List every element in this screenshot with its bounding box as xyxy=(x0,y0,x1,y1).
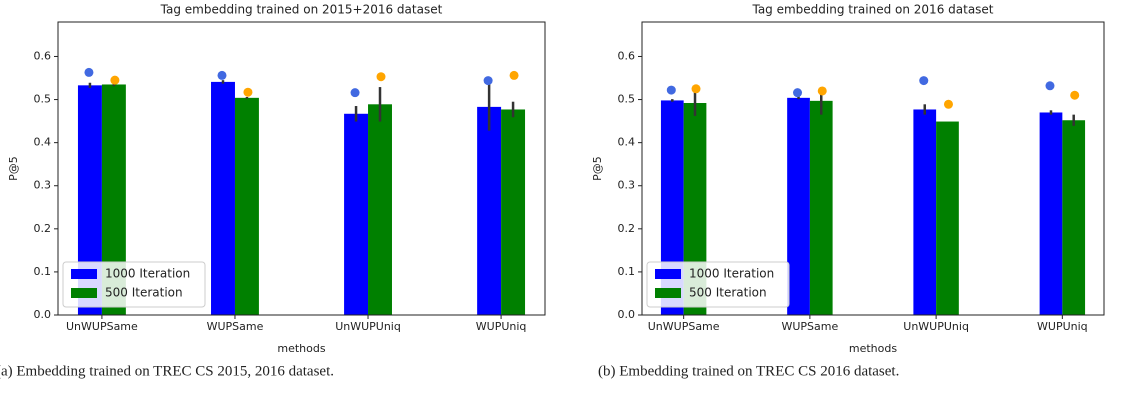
legend-label: 1000 Iteration xyxy=(689,267,774,281)
y-tick-label: 0.3 xyxy=(618,179,636,192)
bar xyxy=(77,85,102,315)
legend-swatch xyxy=(655,288,681,298)
legend-label: 1000 Iteration xyxy=(105,267,190,281)
y-tick-label: 0.3 xyxy=(34,179,52,192)
point xyxy=(110,75,120,85)
y-tick-label: 0.4 xyxy=(34,136,52,149)
y-axis-label: P@5 xyxy=(591,156,604,181)
bar xyxy=(1062,120,1086,315)
caption: (b) Embedding trained on TREC CS 2016 da… xyxy=(598,363,899,379)
y-tick-label: 0.5 xyxy=(34,93,52,106)
bar xyxy=(368,104,392,316)
point xyxy=(666,85,676,95)
x-tick-label: WUPSame xyxy=(781,320,838,333)
legend-box xyxy=(646,261,790,308)
y-tick-label: 0.2 xyxy=(618,222,636,235)
y-tick-label: 0.0 xyxy=(34,308,52,321)
caption: (a) Embedding trained on TREC CS 2015, 2… xyxy=(0,363,334,379)
bar xyxy=(787,97,810,315)
x-tick-label: UnWUPUniq xyxy=(903,320,969,333)
bar xyxy=(234,97,259,315)
bar xyxy=(913,109,937,315)
y-tick-label: 0.1 xyxy=(618,265,636,278)
legend-box xyxy=(62,261,206,308)
y-tick-label: 0.6 xyxy=(34,49,52,62)
y-tick-label: 0.2 xyxy=(34,222,52,235)
point xyxy=(1045,81,1055,91)
point xyxy=(943,99,953,109)
x-tick-label: WUPUniq xyxy=(1037,320,1088,333)
bar xyxy=(211,81,235,316)
x-tick-label: WUPSame xyxy=(207,320,264,333)
x-tick-label: UnWUPSame xyxy=(66,320,138,333)
point xyxy=(919,76,929,86)
bar xyxy=(1039,112,1063,315)
x-tick-label: UnWUPSame xyxy=(648,320,720,333)
bar xyxy=(477,106,502,316)
bar xyxy=(660,100,684,315)
legend-swatch xyxy=(71,269,97,279)
legend-label: 500 Iteration xyxy=(105,286,183,300)
point xyxy=(376,72,386,82)
bar xyxy=(809,100,833,315)
point xyxy=(817,86,827,96)
bar xyxy=(936,121,959,316)
y-tick-label: 0.4 xyxy=(618,136,636,149)
axes-frame xyxy=(57,21,546,316)
chart-title: Tag embedding trained on 2015+2016 datas… xyxy=(160,3,443,17)
point xyxy=(84,67,94,77)
point xyxy=(509,70,519,80)
x-tick-label: UnWUPUniq xyxy=(335,320,401,333)
y-tick-label: 0.1 xyxy=(34,265,52,278)
legend-swatch xyxy=(655,269,681,279)
point xyxy=(243,87,253,97)
y-tick-label: 0.6 xyxy=(618,49,636,62)
legend-swatch xyxy=(71,288,97,298)
x-axis-label: methods xyxy=(277,342,325,355)
y-axis-label: P@5 xyxy=(7,156,20,181)
point xyxy=(691,84,701,94)
point xyxy=(793,88,803,98)
point xyxy=(350,88,360,98)
point xyxy=(483,76,493,86)
point xyxy=(1070,90,1080,100)
x-tick-label: WUPUniq xyxy=(476,320,527,333)
bar xyxy=(501,109,526,315)
chart-title: Tag embedding trained on 2016 dataset xyxy=(751,3,993,17)
x-axis-label: methods xyxy=(849,342,897,355)
y-tick-label: 0.0 xyxy=(618,308,636,321)
point xyxy=(217,70,227,80)
y-tick-label: 0.5 xyxy=(618,93,636,106)
bar xyxy=(344,113,369,315)
bar xyxy=(101,84,126,316)
axes-frame xyxy=(641,21,1105,316)
legend-label: 500 Iteration xyxy=(689,286,767,300)
